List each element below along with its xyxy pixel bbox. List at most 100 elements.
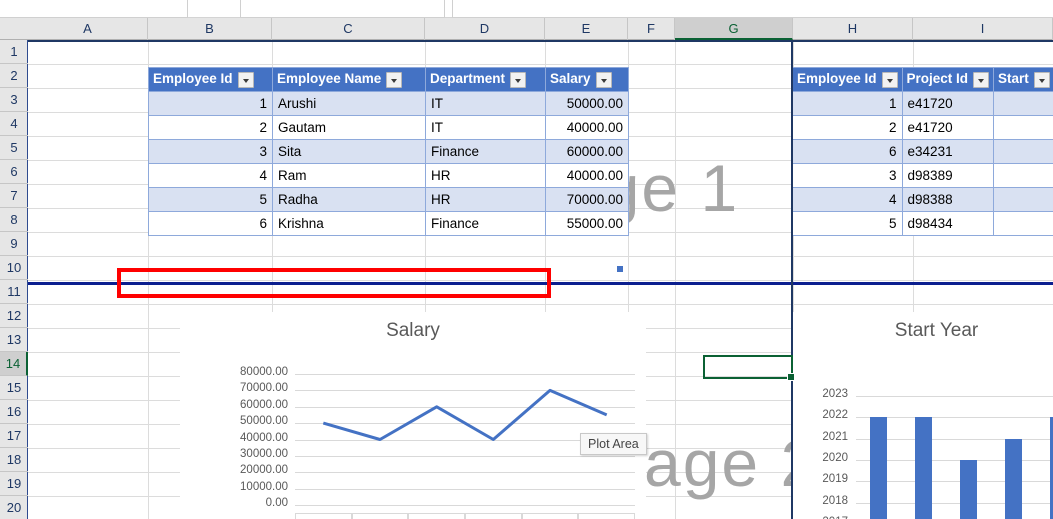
table-row[interactable]: 5 Radha HR 70000.00 <box>148 187 629 212</box>
table-cell[interactable]: Ram <box>272 163 426 188</box>
startyear-bar[interactable] <box>914 417 933 519</box>
table-cell[interactable]: 40000.00 <box>545 115 629 140</box>
table-cell[interactable]: Finance <box>425 139 546 164</box>
row-header-4[interactable]: 4 <box>0 112 28 136</box>
row-header-9[interactable]: 9 <box>0 232 28 256</box>
table-row[interactable]: 4 Ram HR 40000.00 <box>148 163 629 188</box>
column-header-i[interactable]: I <box>913 18 1053 40</box>
table-row[interactable]: 3 Sita Finance 60000.00 <box>148 139 629 164</box>
table-cell[interactable]: 3 <box>792 163 903 188</box>
table-cell[interactable]: 2 <box>792 115 903 140</box>
column-filter-header[interactable]: Employee Id <box>148 67 273 92</box>
table-cell[interactable]: 50000.00 <box>545 91 629 116</box>
row-header-18[interactable]: 18 <box>0 448 28 472</box>
row-header-5[interactable]: 5 <box>0 136 28 160</box>
row-header-15[interactable]: 15 <box>0 376 28 400</box>
row-header-2[interactable]: 2 <box>0 64 28 88</box>
table-cell[interactable]: 5 <box>792 211 903 236</box>
table-cell[interactable]: HR <box>425 187 546 212</box>
active-cell-G14[interactable] <box>703 355 795 381</box>
table-row[interactable]: 1 Arushi IT 50000.00 <box>148 91 629 116</box>
startyear-bar[interactable] <box>1049 417 1053 519</box>
row-header-17[interactable]: 17 <box>0 424 28 448</box>
table-row[interactable]: 2 Gautam IT 40000.00 <box>148 115 629 140</box>
column-filter-header[interactable]: Employee Name <box>272 67 426 92</box>
table-row[interactable]: 4 d98388 <box>792 187 1053 212</box>
table-row[interactable]: 6 Krishna Finance 55000.00 <box>148 211 629 236</box>
column-header-b[interactable]: B <box>148 18 272 40</box>
employee-table-resize-handle[interactable] <box>617 266 623 272</box>
row-header-19[interactable]: 19 <box>0 472 28 496</box>
row-header-20[interactable]: 20 <box>0 496 28 519</box>
table-row[interactable]: 6 e34231 <box>792 139 1053 164</box>
column-header-h[interactable]: H <box>793 18 913 40</box>
filter-dropdown-icon[interactable] <box>510 71 527 88</box>
column-filter-header[interactable]: Employee Id <box>792 67 903 92</box>
column-header-a[interactable]: A <box>28 18 148 40</box>
row-header-3[interactable]: 3 <box>0 88 28 112</box>
row-header-14[interactable]: 14 <box>0 352 28 376</box>
row-header-1[interactable]: 1 <box>0 40 28 64</box>
startyear-chart[interactable]: Start Year 2023202220212020201920182017e… <box>792 312 1053 519</box>
table-cell[interactable]: 5 <box>148 187 273 212</box>
filter-dropdown-icon[interactable] <box>973 71 990 88</box>
row-header-13[interactable]: 13 <box>0 328 28 352</box>
column-header-c[interactable]: C <box>272 18 425 40</box>
table-cell[interactable]: HR <box>425 163 546 188</box>
toolbar-segment[interactable]: ■ <box>240 0 636 18</box>
row-header-12[interactable]: 12 <box>0 304 28 328</box>
table-row[interactable]: 3 d98389 <box>792 163 1053 188</box>
column-header-f[interactable]: F <box>628 18 675 40</box>
table-cell[interactable]: 2 <box>148 115 273 140</box>
table-cell[interactable]: 55000.00 <box>545 211 629 236</box>
name-box-partial[interactable] <box>0 0 188 18</box>
table-cell[interactable]: 1 <box>792 91 903 116</box>
salary-chart[interactable]: Salary 80000.00 70000.00 60000.00 50000.00 4… <box>180 312 646 519</box>
table-cell[interactable]: 4 <box>148 163 273 188</box>
table-cell[interactable]: 60000.00 <box>545 139 629 164</box>
filter-dropdown-icon[interactable] <box>1033 71 1050 88</box>
table-cell[interactable]: d98388 <box>901 187 995 212</box>
table-cell[interactable]: 70000.00 <box>545 187 629 212</box>
table-cell[interactable] <box>993 187 1053 212</box>
table-cell[interactable]: Finance <box>425 211 546 236</box>
filter-dropdown-icon[interactable] <box>881 71 898 88</box>
startyear-bar[interactable] <box>869 417 888 519</box>
row-header-16[interactable]: 16 <box>0 400 28 424</box>
table-cell[interactable]: 4 <box>792 187 903 212</box>
row-header-11[interactable]: 11 <box>0 280 28 304</box>
column-filter-header[interactable]: Start <box>993 67 1053 92</box>
startyear-bar[interactable] <box>959 460 978 519</box>
column-filter-header[interactable]: Department <box>425 67 546 92</box>
filter-dropdown-icon[interactable] <box>595 71 612 88</box>
row-header-8[interactable]: 8 <box>0 208 28 232</box>
table-cell[interactable] <box>993 91 1053 116</box>
table-cell[interactable]: Gautam <box>272 115 426 140</box>
table-cell[interactable]: e34231 <box>901 139 995 164</box>
column-header-g[interactable]: G <box>675 18 793 40</box>
table-cell[interactable] <box>993 115 1053 140</box>
worksheet-grid[interactable]: Page 1 Page 2 Employee Id Employee Name De… <box>28 40 1053 519</box>
table-cell[interactable]: Arushi <box>272 91 426 116</box>
table-cell[interactable]: 1 <box>148 91 273 116</box>
table-cell[interactable]: e41720 <box>901 115 995 140</box>
row-header-6[interactable]: 6 <box>0 160 28 184</box>
table-cell[interactable]: IT <box>425 91 546 116</box>
filter-dropdown-icon[interactable] <box>386 71 403 88</box>
table-cell[interactable] <box>993 211 1053 236</box>
formula-input[interactable] <box>452 0 1053 18</box>
column-header-d[interactable]: D <box>425 18 545 40</box>
filter-dropdown-icon[interactable] <box>237 71 254 88</box>
table-cell[interactable]: 40000.00 <box>545 163 629 188</box>
table-row[interactable]: 2 e41720 <box>792 115 1053 140</box>
row-header-10[interactable]: 10 <box>0 256 28 280</box>
table-row[interactable]: 1 e41720 <box>792 91 1053 116</box>
row-header-7[interactable]: 7 <box>0 184 28 208</box>
table-cell[interactable]: Radha <box>272 187 426 212</box>
table-cell[interactable] <box>993 139 1053 164</box>
table-cell[interactable]: e41720 <box>901 91 995 116</box>
table-cell[interactable]: 3 <box>148 139 273 164</box>
table-row[interactable]: 5 d98434 <box>792 211 1053 236</box>
table-cell[interactable]: Sita <box>272 139 426 164</box>
table-cell[interactable]: 6 <box>792 139 903 164</box>
